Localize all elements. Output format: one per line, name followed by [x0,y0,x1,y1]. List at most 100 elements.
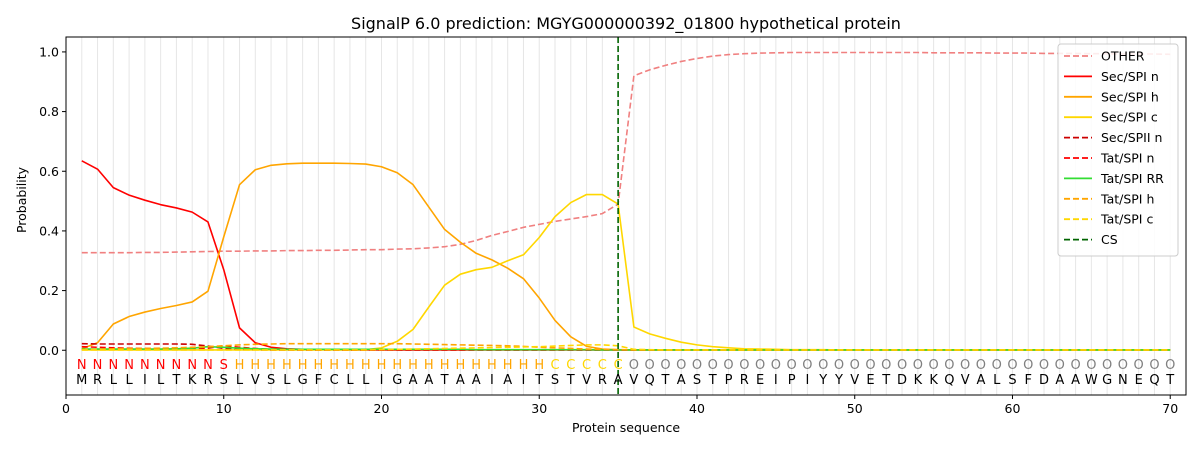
x-tick-label: 70 [1162,401,1178,416]
residue-letter: Q [1149,373,1159,388]
residue-letter: I [774,373,778,388]
series-line-sec-spi-n [81,160,1171,351]
residue-letter: F [315,373,322,388]
legend-entry: Tat/SPI c [1100,212,1153,227]
residue-letter: I [522,373,526,388]
residue-letter: Y [818,373,827,388]
x-tick-label: 0 [62,401,70,416]
region-label: O [928,358,938,373]
region-label: N [156,358,166,373]
residue-letter: L [125,373,133,388]
plot-frame [65,36,1187,396]
residue-letter: V [850,373,859,388]
residue-letter: Y [834,373,843,388]
region-label: H [345,358,355,373]
residue-letter: I [805,373,809,388]
residue-letter: S [693,373,701,388]
region-label: H [266,358,276,373]
residue-letter: A [1071,373,1080,388]
y-tick-label: 0.4 [39,223,59,238]
region-label: H [455,358,465,373]
region-label: O [1070,358,1080,373]
residue-letter: F [1025,373,1032,388]
residue-letter: I [143,373,147,388]
residue-letter: P [725,373,733,388]
residue-letter: T [171,373,180,388]
region-label: O [1086,358,1096,373]
y-tick-label: 0.2 [39,283,59,298]
residue-letter: L [157,373,165,388]
residue-letter: T [881,373,890,388]
region-label: C [582,358,591,373]
region-label: H [329,358,339,373]
y-tick-label: 0.8 [39,104,59,119]
series-line-sec-spi-h [81,162,1171,351]
residue-letter: L [283,373,291,388]
region-label: H [282,358,292,373]
region-label: O [1007,358,1017,373]
region-label: C [566,358,575,373]
residue-letter: Q [645,373,655,388]
residue-letter: I [380,373,384,388]
x-tick-label: 30 [531,401,547,416]
legend-entry: Tat/SPI RR [1100,171,1164,186]
chart-title: SignalP 6.0 prediction: MGYG000000392_01… [351,14,901,34]
residue-letter: R [598,373,607,388]
region-label: H [408,358,418,373]
residue-letter: L [993,373,1001,388]
region-label: O [1039,358,1049,373]
region-label: O [1055,358,1065,373]
region-label: H [519,358,529,373]
axis-ticks: 0 10 20 30 40 50 60 70 0.0 0.2 0.4 0.6 0.8 1.0 [39,44,1178,416]
y-axis-label: Probability [14,166,29,233]
region-label: N [172,358,182,373]
residue-letter: E [866,373,874,388]
x-tick-label: 20 [374,401,390,416]
residue-letter: V [582,373,591,388]
residue-letter: M [76,373,87,388]
region-label: O [802,358,812,373]
residue-letter: L [236,373,244,388]
region-label: O [865,358,875,373]
residue-letter: A [424,373,433,388]
region-label: O [660,358,670,373]
legend-entry: Sec/SPI n [1101,69,1159,84]
region-label: C [550,358,559,373]
region-label: O [850,358,860,373]
region-label: C [614,358,623,373]
residue-letter: K [929,373,938,388]
region-label: O [1165,358,1175,373]
residue-letter: Q [944,373,954,388]
legend: OTHER Sec/SPI n Sec/SPI h Sec/SPI c Sec/SPII… [1057,43,1179,257]
region-label: O [755,358,765,373]
region-label: O [1134,358,1144,373]
residue-letter: S [1008,373,1016,388]
residue-letter: L [362,373,370,388]
residue-letter: V [961,373,970,388]
region-label: O [1118,358,1128,373]
residue-letter: A [409,373,418,388]
region-label: H [314,358,324,373]
region-label: H [534,358,544,373]
residue-letter: S [220,373,228,388]
residue-letter: V [251,373,260,388]
legend-entry: Sec/SPII n [1101,130,1162,145]
residue-letter: R [93,373,102,388]
residue-letter: D [897,373,907,388]
residue-letter: V [629,373,638,388]
residue-letter: A [503,373,512,388]
legend-entry: OTHER [1101,49,1145,64]
residue-letter: A [456,373,465,388]
region-label: O [739,358,749,373]
region-label: O [692,358,702,373]
x-axis-label: Protein sequence [572,420,680,435]
residue-letter: T [660,373,669,388]
grid-lines [81,37,1171,395]
region-label: H [440,358,450,373]
residue-letter: E [1135,373,1143,388]
residue-letter: A [976,373,985,388]
x-tick-label: 50 [847,401,863,416]
residue-letter: R [740,373,749,388]
region-label: H [503,358,513,373]
